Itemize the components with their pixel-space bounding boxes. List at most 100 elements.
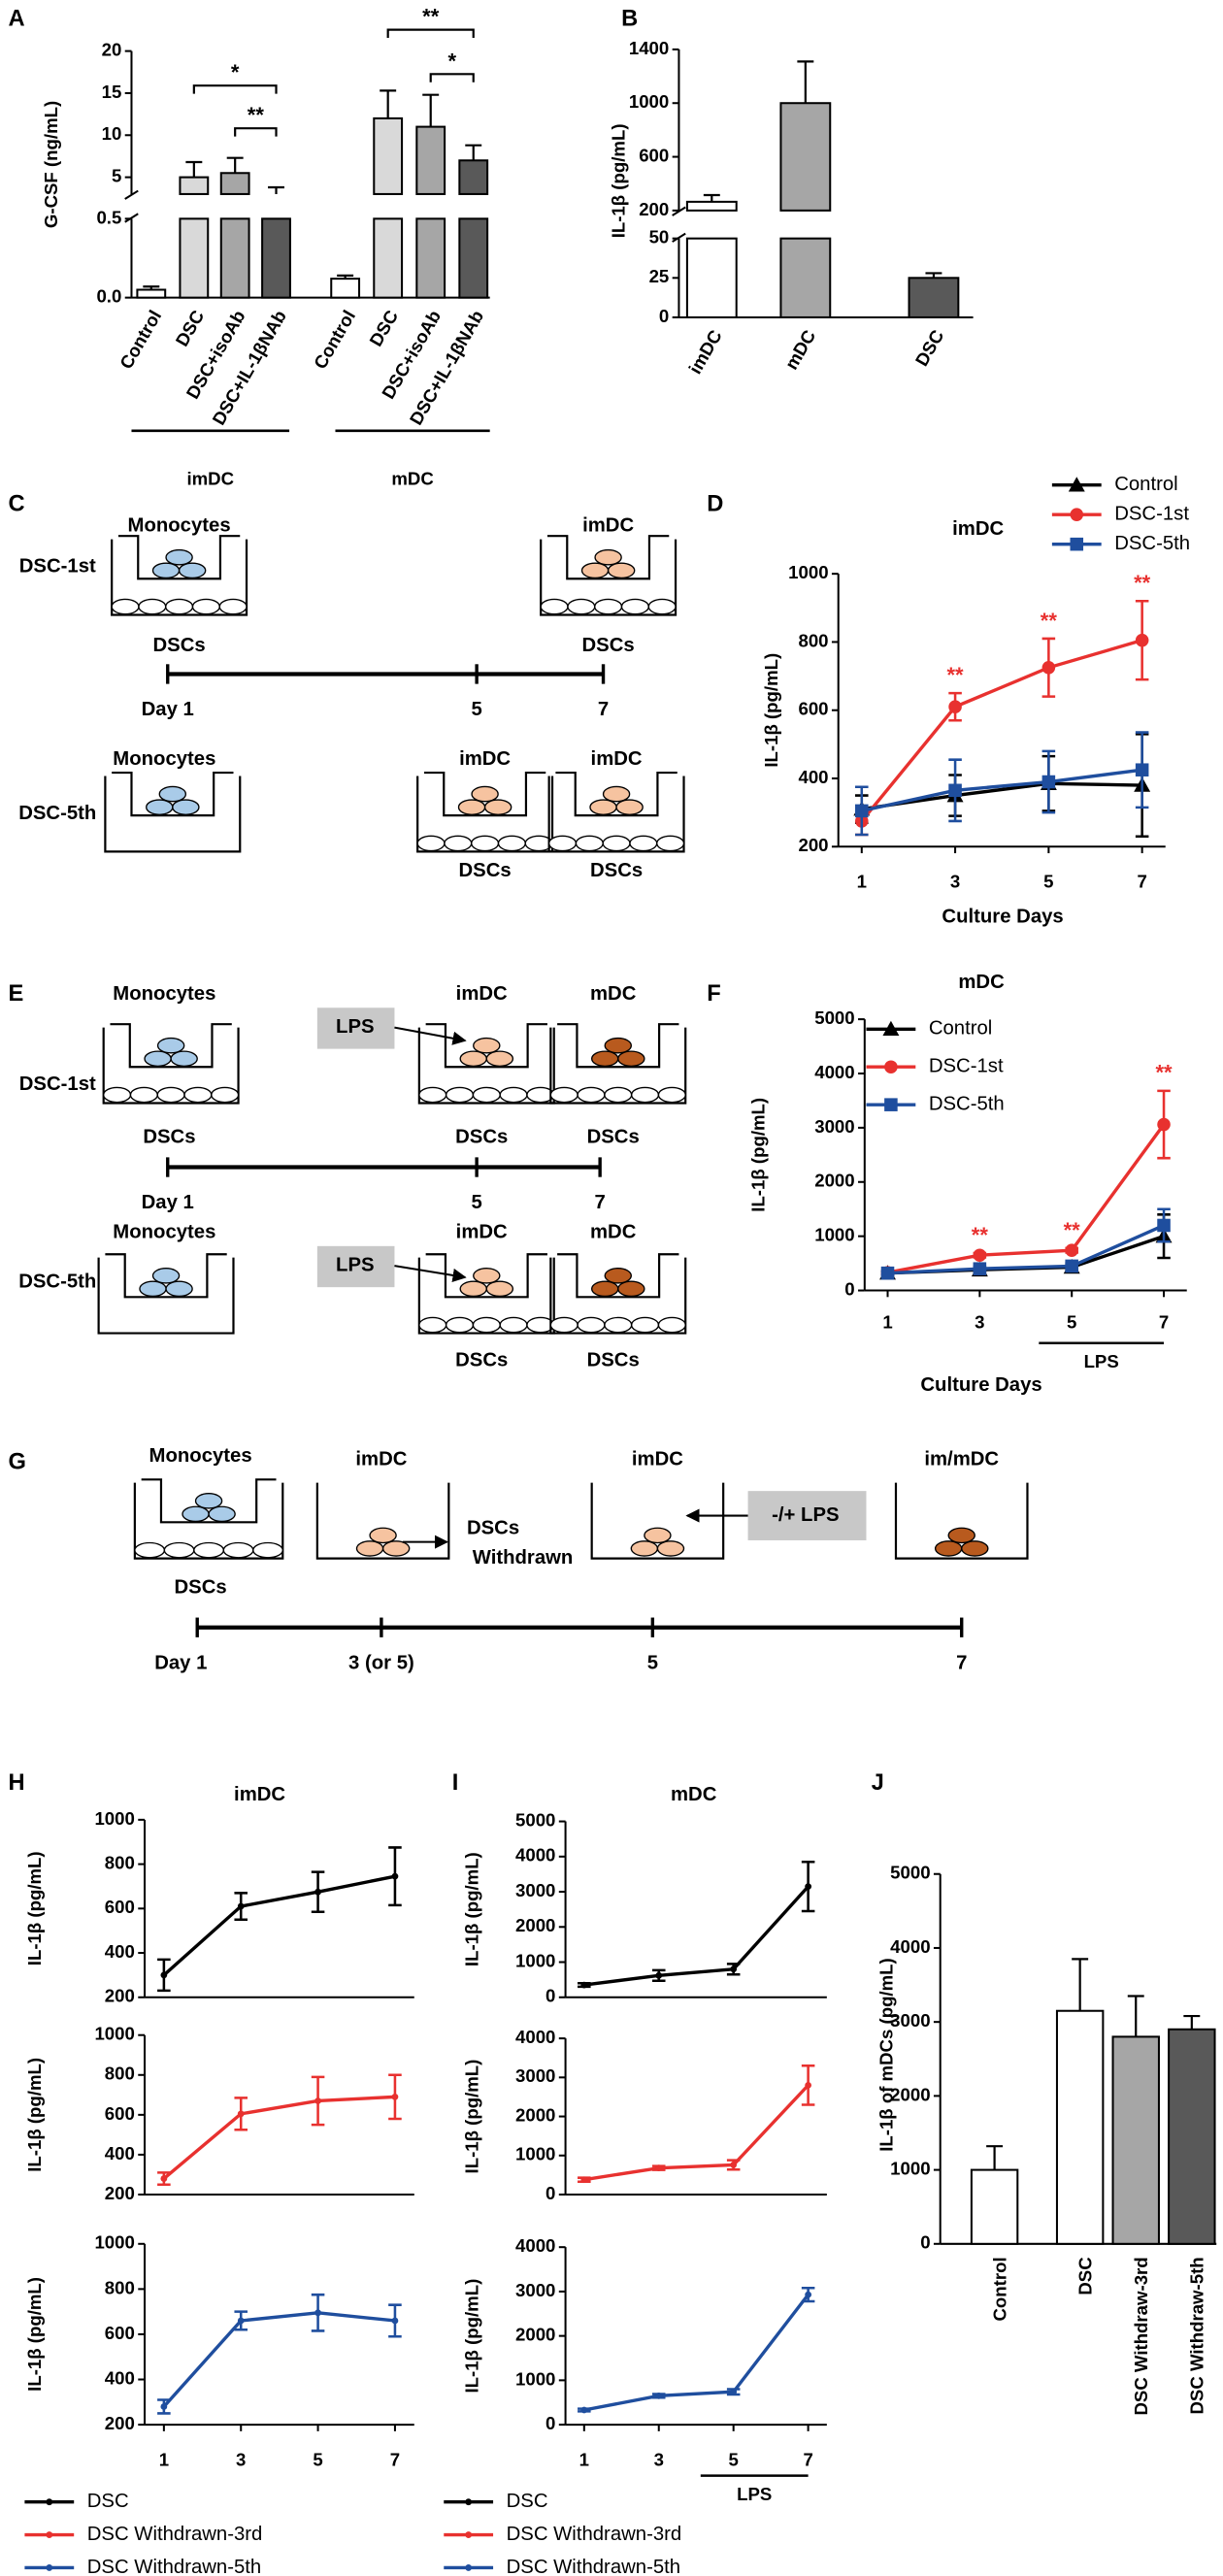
legend-label: DSC-5th (929, 1094, 1005, 1115)
marker (1041, 661, 1056, 675)
y-tick-label: 3000 (515, 2065, 555, 2086)
cell (165, 1280, 193, 1298)
dsc-cell (111, 598, 140, 615)
y-tick-label: 2000 (814, 1171, 854, 1191)
marker (973, 1248, 987, 1262)
bar (415, 125, 446, 195)
x-tick-label: 5 (1067, 1311, 1076, 1332)
diagram-label: imDC (591, 748, 643, 770)
legend-label: DSC-1st (929, 1056, 1004, 1077)
dsc-cell (657, 1316, 686, 1334)
diagram-label: imDC (355, 1448, 407, 1470)
lps-label: LPS (1084, 1351, 1119, 1371)
legend-marker (465, 2531, 473, 2538)
dsc-cell (540, 598, 569, 615)
x-tick-label: 1 (857, 871, 867, 891)
x-tick-label: 7 (390, 2449, 400, 2469)
series-line (860, 639, 1143, 822)
x-axis-label: Culture Days (920, 1374, 1041, 1396)
diagram-label: 3 (or 5) (348, 1652, 414, 1673)
bar (179, 217, 210, 299)
arrow (394, 1265, 467, 1282)
y-tick-label: 800 (105, 2277, 135, 2297)
lps-box (747, 1491, 867, 1540)
cell (473, 1268, 501, 1284)
diagram-label: imDC (632, 1448, 683, 1470)
cell (473, 1037, 501, 1054)
error-bar (380, 89, 397, 118)
cell (194, 1493, 223, 1509)
error-bar (337, 274, 354, 280)
diagram-label: DSCs (459, 860, 512, 881)
well (549, 1027, 687, 1105)
marker (1065, 1259, 1078, 1273)
bar (1055, 2009, 1105, 2245)
cell (607, 562, 636, 579)
diagram-label: DSCs (143, 1126, 195, 1147)
y-tick-label: 4000 (515, 1845, 555, 1866)
error-bar (268, 185, 284, 194)
cell (146, 799, 174, 815)
marker (314, 2309, 321, 2317)
y-tick-label: 1000 (515, 1950, 555, 1970)
y-tick-label: 1000 (515, 2144, 555, 2164)
insert (423, 771, 546, 817)
marker (973, 1262, 987, 1275)
dsc-cell (549, 1086, 578, 1104)
diagram-label: Monocytes (113, 983, 215, 1005)
legend-label: DSC (507, 2491, 548, 2512)
diagram-label: Monocytes (128, 514, 231, 536)
y-tick-label: 5000 (814, 1007, 854, 1028)
bar (415, 217, 446, 299)
diagram-label: imDC (459, 748, 511, 770)
dsc-cell (183, 1086, 213, 1104)
panel-letter: C (8, 491, 24, 516)
legend-label: DSC (87, 2491, 129, 2512)
y-axis-label: IL-1β (pg/mL) (462, 2060, 482, 2174)
dsc-cell (499, 1086, 528, 1104)
y-tick-label: 3000 (515, 1880, 555, 1900)
well (417, 1257, 555, 1335)
insert (110, 1023, 232, 1069)
cell (172, 799, 200, 815)
well (540, 539, 678, 616)
marker (948, 700, 962, 713)
dsc-cell (577, 1086, 606, 1104)
x-tick-label: 3 (950, 871, 960, 891)
bar (373, 217, 404, 299)
marker (580, 2176, 588, 2184)
bar (1111, 2035, 1160, 2245)
diagram-label: mDC (590, 983, 637, 1005)
insert (557, 1023, 679, 1069)
diagram-label: imDC (456, 983, 508, 1005)
dsc-cell (211, 1086, 240, 1104)
cell (144, 1050, 172, 1068)
y-tick-label: 400 (105, 1941, 135, 1962)
well (104, 776, 242, 853)
y-tick-label: 3000 (890, 2010, 930, 2031)
diagram-label: Monocytes (113, 748, 215, 770)
legend-label: DSC Withdrawn-5th (87, 2557, 261, 2576)
diagram-label: imDC (582, 514, 634, 536)
x-tick-label: 1 (882, 1311, 892, 1332)
insert (112, 771, 234, 817)
diagram-label: DSC-1st (19, 556, 96, 578)
legend-marker (1070, 508, 1084, 521)
y-tick-label: 400 (798, 767, 828, 787)
x-tick-label: 5 (1043, 871, 1053, 891)
y-tick-label: 50 (649, 227, 670, 248)
lps-box (316, 1007, 395, 1049)
series-line (162, 2311, 396, 2408)
dsc-cell (165, 598, 194, 615)
dsc-cell (193, 1541, 224, 1559)
cell (165, 548, 193, 566)
y-axis-label: G-CSF (ng/mL) (41, 101, 61, 228)
cell (630, 1540, 659, 1557)
well (111, 539, 248, 616)
cell (178, 562, 207, 579)
dsc-cell (191, 598, 220, 615)
marker (1065, 1243, 1078, 1257)
diagram-label: LPS (336, 1016, 375, 1038)
y-tick-label: 5 (112, 166, 121, 186)
